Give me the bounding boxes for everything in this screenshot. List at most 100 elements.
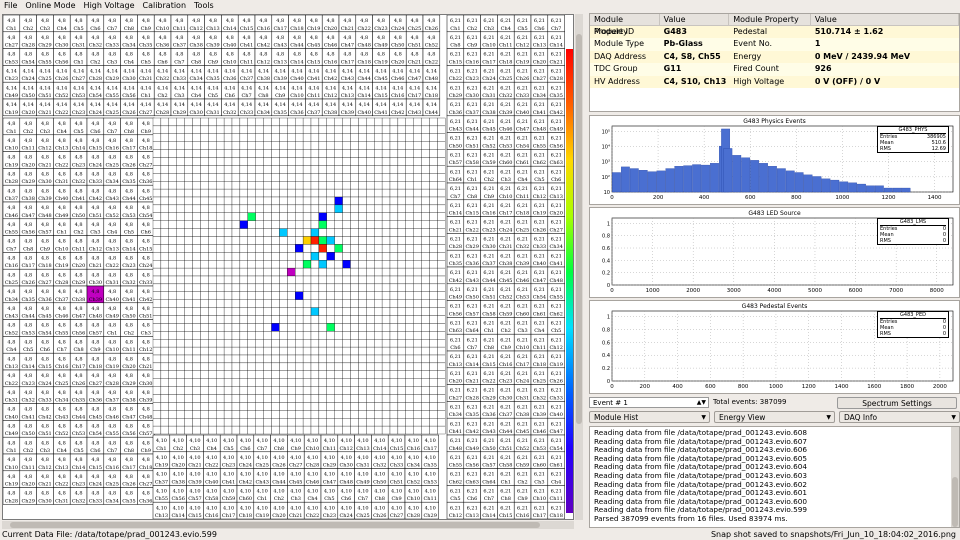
crystal-module[interactable] [287, 315, 296, 324]
crystal-module[interactable] [389, 141, 399, 150]
crystal-module[interactable] [216, 354, 225, 364]
crystal-module[interactable] [239, 299, 248, 308]
crystal-module[interactable] [381, 157, 391, 166]
crystal-module[interactable] [342, 410, 351, 419]
crystal-module[interactable] [160, 188, 169, 198]
crystal-module[interactable] [279, 402, 288, 411]
crystal-module[interactable] [334, 244, 343, 253]
crystal-module[interactable] [302, 307, 312, 316]
crystal-module[interactable] [405, 323, 414, 332]
crystal-module[interactable] [223, 315, 233, 324]
crystal-module[interactable] [413, 204, 422, 213]
crystal-module[interactable] [279, 370, 288, 379]
crystal-module[interactable] [342, 362, 351, 371]
crystal-module[interactable] [397, 410, 406, 419]
crystal-module[interactable] [216, 386, 225, 395]
crystal-module[interactable] [216, 252, 225, 261]
crystal-module[interactable] [200, 260, 209, 269]
crystal-module[interactable] [389, 181, 399, 190]
crystal-module[interactable] [279, 173, 288, 182]
crystal-module[interactable] [295, 386, 304, 395]
crystal-module[interactable] [437, 228, 446, 237]
crystal-module[interactable] [176, 378, 185, 387]
table-row[interactable]: Module Type Pb-Glass Event No. 1 [590, 38, 959, 51]
crystal-module[interactable] [216, 260, 225, 269]
crystal-module[interactable] [247, 291, 256, 300]
crystal-module[interactable] [326, 157, 335, 166]
crystal-module[interactable] [366, 133, 375, 142]
crystal-module[interactable] [176, 275, 185, 285]
crystal-module[interactable] [437, 346, 446, 356]
crystal-module[interactable] [310, 323, 320, 332]
crystal-module[interactable] [374, 283, 383, 292]
crystal-module[interactable] [374, 157, 383, 166]
crystal-module[interactable] [318, 236, 327, 245]
crystal-module[interactable] [334, 260, 343, 269]
crystal-module[interactable] [192, 204, 201, 213]
crystal-module[interactable] [318, 370, 327, 379]
crystal-module[interactable] [310, 181, 320, 190]
crystal-module[interactable] [310, 157, 320, 166]
crystal-module[interactable] [247, 165, 256, 174]
crystal-module[interactable] [326, 339, 335, 348]
crystal-module[interactable] [263, 252, 272, 261]
crystal-module[interactable] [176, 354, 185, 364]
crystal-module[interactable] [263, 299, 272, 308]
crystal-module[interactable] [389, 236, 399, 245]
crystal-module[interactable] [231, 244, 241, 253]
crystal-module[interactable] [216, 220, 225, 229]
crystal-module[interactable] [318, 133, 327, 142]
crystal-module[interactable] [231, 149, 241, 158]
crystal-module[interactable] [239, 394, 248, 403]
crystal-module[interactable] [184, 212, 193, 221]
crystal-module[interactable] [200, 165, 209, 174]
crystal-module[interactable] [302, 196, 312, 206]
crystal-module[interactable] [247, 283, 256, 292]
crystal-module[interactable] [350, 165, 359, 174]
crystal-module[interactable] [255, 331, 264, 340]
crystal-module[interactable] [247, 252, 256, 261]
crystal-module[interactable] [160, 323, 169, 332]
crystal-module[interactable] [255, 149, 264, 158]
crystal-module[interactable] [342, 394, 351, 403]
crystal-module[interactable] [168, 181, 177, 190]
crystal-module[interactable] [200, 315, 209, 324]
crystal-module[interactable] [358, 236, 367, 245]
crystal-module[interactable] [358, 354, 367, 364]
crystal-module[interactable] [255, 378, 264, 387]
crystal-module[interactable] [374, 228, 383, 237]
